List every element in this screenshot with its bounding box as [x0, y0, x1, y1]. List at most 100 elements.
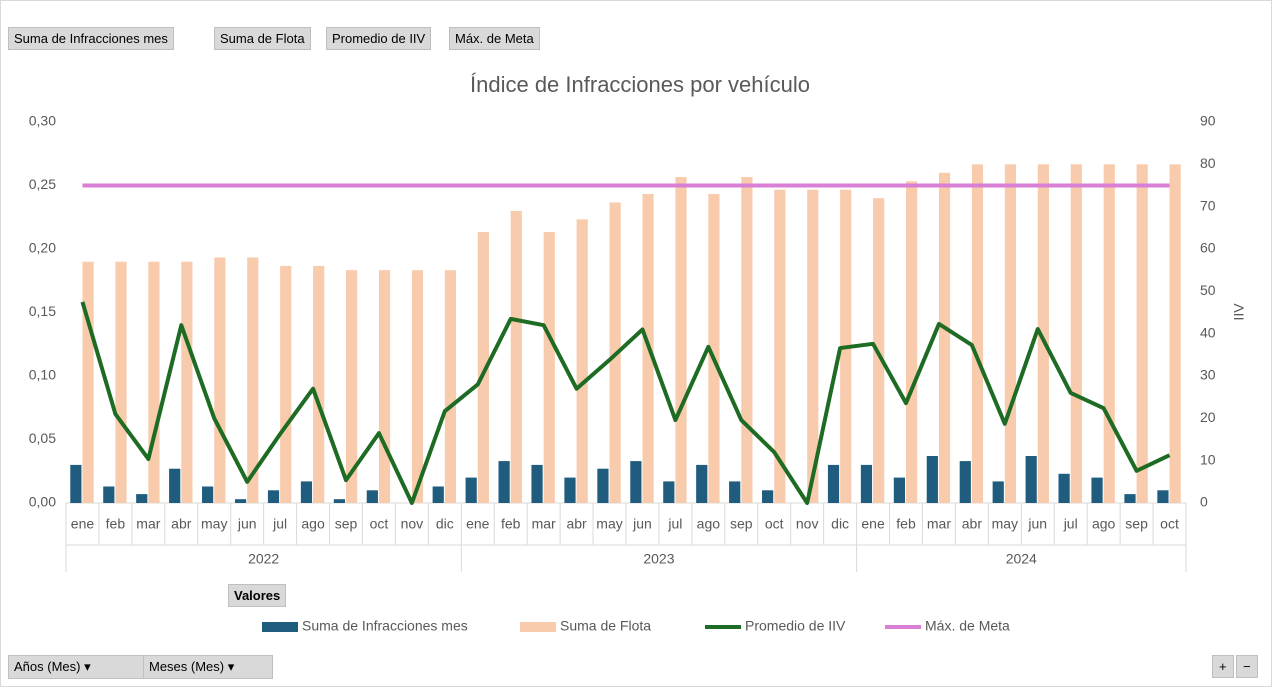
x-tick-label: feb: [501, 516, 521, 532]
bar: [992, 481, 1004, 503]
x-tick-label: may: [201, 516, 227, 532]
x-group-label: 2023: [643, 551, 674, 567]
bar: [70, 464, 82, 503]
filter-label: Meses (Mes): [149, 659, 225, 674]
bar: [1124, 494, 1136, 503]
bar: [280, 265, 292, 503]
x-tick-label: jun: [632, 516, 652, 532]
bar: [708, 193, 720, 503]
y-tick-label: 0,00: [29, 494, 56, 510]
bar: [630, 461, 642, 503]
x-tick-label: jun: [1027, 516, 1047, 532]
bar: [1136, 164, 1148, 504]
x-tick-label: jul: [1063, 516, 1078, 532]
field-button[interactable]: Suma de Infracciones mes: [8, 27, 174, 50]
filter-button[interactable]: Años (Mes) ▾: [8, 655, 146, 679]
bar: [103, 486, 115, 503]
y2-tick-label: 50: [1200, 282, 1216, 298]
bar: [115, 261, 127, 503]
filter-label: Años (Mes): [14, 659, 81, 674]
x-tick-label: ene: [861, 516, 885, 532]
y2-tick-label: 10: [1200, 451, 1216, 467]
y2-tick-label: 90: [1200, 113, 1216, 129]
x-tick-label: jun: [237, 516, 257, 532]
bar: [82, 261, 94, 503]
bar: [202, 486, 214, 503]
bar: [576, 219, 588, 503]
bar: [1091, 477, 1103, 503]
bar: [1004, 164, 1017, 504]
x-tick-label: nov: [401, 516, 424, 532]
x-tick-label: mar: [927, 516, 951, 532]
bar: [366, 490, 378, 503]
x-tick-label: ago: [301, 516, 325, 532]
bar: [827, 464, 840, 503]
bar: [807, 189, 819, 503]
x-tick-label: feb: [106, 516, 126, 532]
bar: [313, 265, 325, 503]
zoom-in[interactable]: +: [1212, 655, 1234, 678]
x-tick-label: dic: [436, 516, 454, 532]
x-tick-label: sep: [335, 516, 358, 532]
bar: [926, 456, 938, 503]
x-tick-label: ago: [1092, 516, 1116, 532]
bar: [860, 464, 873, 503]
bar: [696, 464, 708, 503]
x-tick-label: sep: [730, 516, 753, 532]
bar: [510, 210, 522, 503]
bar: [214, 257, 226, 503]
bar: [938, 172, 951, 504]
bar: [597, 468, 609, 503]
x-tick-label: oct: [370, 516, 389, 532]
bar: [333, 499, 345, 503]
bar: [1070, 164, 1082, 504]
bar: [1103, 164, 1115, 504]
bar: [1025, 456, 1037, 503]
x-tick-label: jul: [667, 516, 682, 532]
legend-label: Suma de Infracciones mes: [302, 618, 468, 634]
bar: [247, 257, 259, 503]
bar: [181, 261, 193, 503]
bar: [893, 477, 905, 503]
zoom-out[interactable]: −: [1236, 655, 1258, 678]
bar: [148, 261, 160, 503]
x-group-label: 2022: [248, 551, 279, 567]
x-tick-label: feb: [896, 516, 916, 532]
x-tick-label: sep: [1125, 516, 1148, 532]
y2-tick-label: 40: [1200, 324, 1216, 340]
legend-label: Máx. de Meta: [925, 618, 1010, 634]
bar: [498, 461, 510, 503]
bar: [346, 270, 358, 503]
bar: [477, 232, 489, 504]
values-button[interactable]: Valores: [228, 584, 287, 607]
bar: [267, 490, 280, 503]
bar: [444, 270, 457, 503]
x-tick-label: ene: [71, 516, 95, 532]
x-tick-label: oct: [1160, 516, 1179, 532]
bar: [411, 270, 424, 503]
bar: [432, 486, 444, 503]
y-tick-label: 0,25: [29, 176, 56, 192]
bar: [378, 270, 391, 503]
legend-swatch: [262, 622, 298, 632]
filter-button[interactable]: Meses (Mes) ▾: [143, 655, 273, 679]
x-tick-label: nov: [796, 516, 819, 532]
x-tick-label: abr: [171, 516, 192, 532]
legend-swatch: [520, 622, 556, 632]
bar: [906, 181, 918, 503]
x-tick-label: may: [992, 516, 1018, 532]
y2-tick-label: 70: [1200, 197, 1216, 213]
bar: [531, 464, 543, 503]
x-tick-label: abr: [566, 516, 587, 532]
bar: [762, 490, 774, 503]
y2-axis-label: IIV: [1231, 303, 1247, 321]
bar: [169, 468, 181, 503]
field-button[interactable]: Promedio de IIV: [326, 27, 432, 50]
legend-label: Suma de Flota: [560, 618, 651, 634]
field-button[interactable]: Suma de Flota: [214, 27, 311, 50]
field-button[interactable]: Máx. de Meta: [449, 27, 540, 50]
x-group-label: 2024: [1006, 551, 1037, 567]
legend-label: Promedio de IIV: [745, 618, 846, 634]
